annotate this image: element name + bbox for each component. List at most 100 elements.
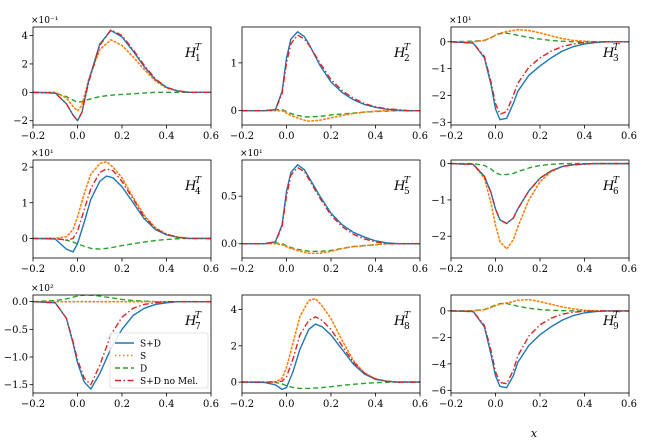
axes-frame [32, 26, 212, 126]
panel-title-subscript: 5 [404, 187, 410, 197]
x-tick-label: 0.2 [114, 399, 130, 410]
panel-title-superscript: T [404, 176, 411, 186]
x-tick-label: 0.4 [577, 264, 593, 275]
panel-title-subscript: 3 [613, 54, 619, 64]
x-tick-label: 0.0 [279, 264, 295, 275]
x-tick-label: 0.0 [488, 264, 504, 275]
series-group [33, 29, 211, 122]
panel-7: −0.2 0.0 0.2 0.4 0.6−1.5−1.0−0.50.0×10²HT7S+… [4, 284, 219, 410]
panel-title: H [393, 46, 406, 61]
series-line-s-d-no-mel- [242, 34, 420, 112]
x-tick-label: 0.6 [621, 399, 637, 410]
axes-frame [241, 294, 421, 394]
panel-title-subscript: 6 [613, 187, 619, 197]
series-group [242, 31, 420, 122]
panel-title-superscript: T [404, 311, 411, 321]
x-tick-label: 0.6 [203, 264, 219, 275]
x-tick-label: 0.2 [532, 399, 548, 410]
y-tick-label: 0 [440, 159, 446, 170]
x-tick-label: 0.0 [70, 399, 86, 410]
panel-title: H [393, 314, 406, 329]
series-group [451, 298, 629, 389]
panel-4: −0.2 0.0 0.2 0.4 0.6 0 1 2×10¹ HT4 [21, 149, 219, 275]
x-tick-label: 0.4 [159, 399, 175, 410]
series-line-s-d [451, 162, 629, 225]
panel-5: −0.2 0.0 0.2 0.4 0.6 0.0 0.5 ×10¹ HT5 [221, 149, 428, 275]
series-line-s [242, 109, 420, 122]
x-tick-label: 0.4 [577, 399, 593, 410]
panel-title-superscript: T [404, 43, 411, 53]
x-tick-label: 0.0 [279, 131, 295, 142]
y-tick-label: −1.5 [4, 380, 28, 391]
y-exponent-label: ×10¹ [240, 149, 263, 159]
x-tick-label: 0.0 [488, 131, 504, 142]
series-group [242, 164, 420, 255]
series-line-s [33, 160, 211, 240]
y-tick-label: −2 [431, 333, 446, 344]
legend-label: D [140, 365, 147, 375]
series-line-s [451, 28, 629, 43]
series-line-s-d-no-mel- [33, 168, 211, 241]
legend-box [109, 332, 209, 389]
x-tick-label: 0.4 [577, 131, 593, 142]
series-line-s-d-no-mel- [33, 29, 211, 122]
series-group [242, 297, 420, 391]
y-tick-label: 0 [22, 88, 28, 99]
series-line-s-d [451, 41, 629, 121]
y-exponent-label: ×10² [31, 284, 54, 294]
x-tick-label: 0.6 [203, 131, 219, 142]
y-tick-label: 0.0 [221, 239, 237, 250]
y-tick-label: −2 [431, 232, 446, 243]
y-tick-label: 0 [440, 306, 446, 317]
panel-8: −0.2 0.0 0.2 0.4 0.6 0 2 4 HT8 [230, 294, 428, 410]
x-tick-label: 0.6 [412, 264, 428, 275]
series-line-d [451, 302, 629, 312]
x-tick-label: 0.2 [532, 264, 548, 275]
y-tick-label: 0 [440, 37, 446, 48]
x-tick-label: 0.0 [488, 399, 504, 410]
x-tick-label: 0.6 [621, 131, 637, 142]
y-tick-label: −6 [431, 386, 446, 397]
x-tick-label: 0.2 [323, 399, 339, 410]
x-tick-label: −0.2 [21, 264, 45, 275]
panel-title-subscript: 4 [195, 187, 201, 197]
axes-frame [450, 159, 630, 259]
panel-title: H [602, 314, 615, 329]
x-tick-label: 0.4 [159, 131, 175, 142]
x-tick-label: 0.2 [114, 131, 130, 142]
series-line-d [242, 381, 420, 390]
x-tick-label: 0.6 [621, 264, 637, 275]
panel-title: H [184, 314, 197, 329]
x-tick-label: 0.4 [368, 264, 384, 275]
y-tick-label: −2 [431, 91, 446, 102]
x-tick-label: 0.2 [323, 264, 339, 275]
panel-title-superscript: T [613, 311, 620, 321]
panel-title: H [184, 46, 197, 61]
panel-title: H [393, 179, 406, 194]
series-line-d [33, 295, 211, 303]
panel-1: −0.2 0.0 0.2 0.4 0.6 −2 0 2 4×10⁻¹ HT1 [13, 16, 219, 142]
series-line-s-d-no-mel- [451, 310, 629, 385]
y-tick-label: 0 [22, 234, 28, 245]
panel-title-superscript: T [613, 43, 620, 53]
panel-6: −0.2 0.0 0.2 0.4 0.6 −2 −1 0 HT6 [431, 159, 637, 275]
series-line-s-d [242, 31, 420, 112]
y-tick-label: 1 [22, 198, 28, 209]
x-tick-label: 0.2 [532, 131, 548, 142]
series-line-d [33, 237, 211, 250]
series-line-s-d [451, 310, 629, 389]
y-tick-label: 2 [22, 163, 28, 174]
y-exponent-label: ×10¹ [31, 149, 54, 159]
y-tick-label: 4 [231, 305, 237, 316]
y-tick-label: 2 [231, 341, 237, 352]
x-tick-label: −0.2 [21, 399, 45, 410]
series-line-s-d-no-mel- [242, 166, 420, 245]
panel-title-subscript: 8 [404, 322, 410, 332]
x-axis-label: x [531, 427, 538, 440]
x-tick-label: 0.6 [412, 399, 428, 410]
series-line-s-d-no-mel- [33, 300, 211, 386]
panel-title: H [602, 46, 615, 61]
x-tick-label: 0.0 [279, 399, 295, 410]
series-line-s [451, 162, 629, 250]
x-tick-label: −0.2 [230, 399, 254, 410]
